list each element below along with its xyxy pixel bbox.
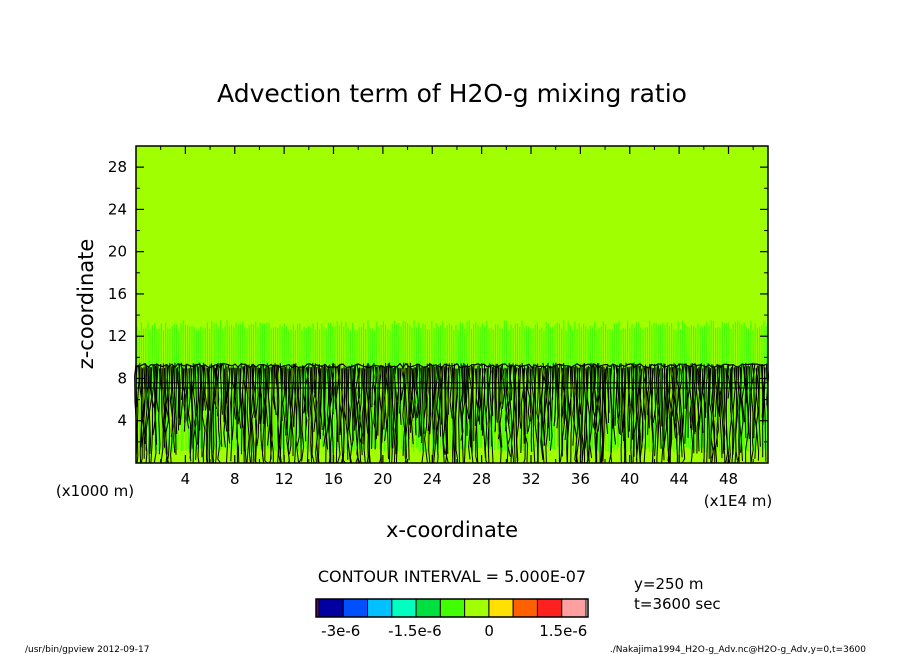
colorbar-cell xyxy=(561,598,587,618)
x-tick-label: 8 xyxy=(230,470,240,488)
x-tick-label: 36 xyxy=(571,470,590,488)
x-tick-label: 20 xyxy=(373,470,392,488)
colorbar-cell xyxy=(464,598,490,618)
footer-left: /usr/bin/gpview 2012-09-17 xyxy=(25,645,149,654)
footer-right: ./Nakajima1994_H2O-g_Adv.nc@H2O-g_Adv,y=… xyxy=(610,645,866,654)
x-tick-label: 44 xyxy=(670,470,689,488)
y-tick-label: 28 xyxy=(108,158,127,176)
colorbar-cell xyxy=(415,598,441,618)
x-tick-label: 28 xyxy=(472,470,491,488)
colorbar-cell xyxy=(342,598,369,618)
contour-interval-label: CONTOUR INTERVAL = 5.000E-07 xyxy=(318,567,586,586)
x-tick-label: 12 xyxy=(275,470,294,488)
colorbar-cell xyxy=(488,598,514,618)
x-tick-label: 4 xyxy=(181,470,191,488)
colorbar-labels: -3e-6 -1.5e-6 0 1.5e-6 xyxy=(321,622,587,640)
x-unit-right: (x1E4 m) xyxy=(704,492,773,510)
info-time-value: t=3600 sec xyxy=(634,595,721,613)
colorbar-frame xyxy=(315,598,589,618)
colorbar-tick-label: -1.5e-6 xyxy=(388,622,441,640)
info-y-value: y=250 m xyxy=(634,575,703,593)
y-tick-label: 12 xyxy=(108,327,127,345)
x-tick-label: 40 xyxy=(620,470,639,488)
chart-title: Advection term of H2O-g mixing ratio xyxy=(217,79,687,108)
y-tick-label: 20 xyxy=(108,243,127,261)
x-tick-label: 24 xyxy=(423,470,442,488)
colorbar-cell xyxy=(318,598,344,618)
y-tick-label: 16 xyxy=(108,285,127,303)
contour-top-edge xyxy=(135,362,767,369)
colorbar-end-cap xyxy=(316,599,319,617)
x-unit-left: (x1000 m) xyxy=(56,482,134,500)
x-axis-label: x-coordinate xyxy=(386,518,518,542)
colorbar xyxy=(315,598,589,618)
x-tick-label: 16 xyxy=(324,470,343,488)
colorbar-tick-label: 1.5e-6 xyxy=(539,622,587,640)
y-tick-label: 4 xyxy=(117,412,127,430)
colorbar-tick-label: -3e-6 xyxy=(321,622,360,640)
plot-frame xyxy=(135,145,769,464)
colorbar-cell xyxy=(536,598,563,618)
y-axis-label: z-coordinate xyxy=(74,239,98,370)
y-tick-label: 8 xyxy=(117,369,127,387)
y-tick-label: 24 xyxy=(108,200,127,218)
colorbar-tick-label: 0 xyxy=(484,622,494,640)
x-tick-label: 32 xyxy=(521,470,540,488)
colorbar-cell xyxy=(391,598,417,618)
colorbar-cell xyxy=(367,598,393,618)
colorbar-cell xyxy=(439,598,466,618)
x-tick-label: 48 xyxy=(719,470,738,488)
x-axis-ticks: 4 8 12 16 20 24 28 32 36 40 44 48 xyxy=(160,146,754,488)
y-axis-ticks: 4 8 12 16 20 24 28 xyxy=(108,158,768,443)
colorbar-cell xyxy=(512,598,538,618)
